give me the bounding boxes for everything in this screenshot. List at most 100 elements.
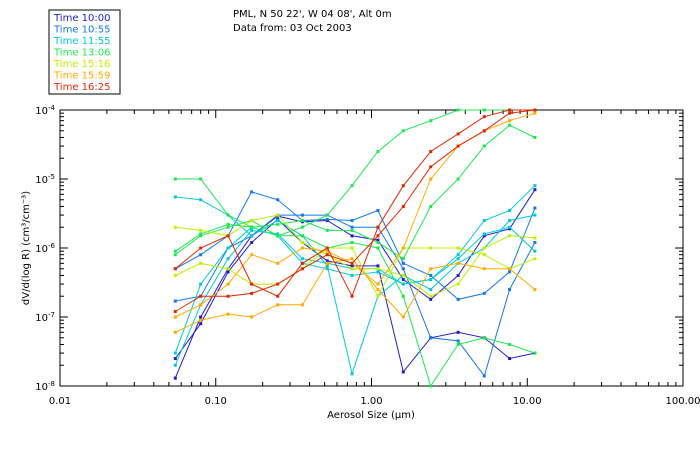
data-point	[325, 228, 329, 232]
data-point	[173, 225, 177, 229]
data-point	[325, 253, 329, 257]
data-point	[325, 267, 329, 271]
data-point	[533, 108, 537, 112]
data-point	[226, 282, 230, 286]
data-point	[250, 234, 254, 238]
data-point	[401, 294, 405, 298]
data-point	[376, 288, 380, 292]
data-point	[401, 257, 405, 261]
data-point	[350, 372, 354, 376]
data-point	[401, 129, 405, 133]
series-group	[173, 108, 537, 388]
data-point	[429, 336, 433, 340]
data-point	[226, 222, 230, 226]
data-point	[508, 123, 512, 127]
data-point	[350, 257, 354, 261]
data-point	[300, 246, 304, 250]
data-point	[173, 376, 177, 380]
data-point	[226, 312, 230, 316]
data-point	[456, 282, 460, 286]
data-point	[456, 297, 460, 301]
data-point	[250, 190, 254, 194]
data-point	[226, 257, 230, 261]
data-point	[300, 234, 304, 238]
data-point	[173, 267, 177, 271]
data-point	[508, 108, 512, 112]
legend-entry: Time 11:55	[53, 36, 110, 47]
data-point	[173, 253, 177, 257]
data-point	[199, 234, 203, 238]
data-point	[300, 219, 304, 223]
legend-entry: Time 15:59	[53, 71, 110, 82]
data-point	[325, 261, 329, 265]
data-point	[482, 115, 486, 119]
y-tick-label: 10-4	[35, 104, 55, 117]
data-point	[300, 267, 304, 271]
data-point	[376, 264, 380, 268]
y-tick-label: 10-5	[35, 173, 55, 186]
legend-entry: Time 15:16	[53, 59, 110, 70]
data-point	[429, 273, 433, 277]
data-point	[173, 177, 177, 181]
data-point	[250, 241, 254, 245]
data-point	[401, 267, 405, 271]
data-point	[401, 370, 405, 374]
data-point	[226, 246, 230, 250]
x-tick-label: 0.10	[205, 396, 227, 407]
data-point	[250, 315, 254, 319]
series-line-8	[175, 219, 536, 388]
data-point	[173, 299, 177, 303]
data-point	[173, 357, 177, 361]
data-point	[508, 225, 512, 229]
data-point	[376, 225, 380, 229]
data-point	[199, 228, 203, 232]
data-point	[350, 234, 354, 238]
data-point	[401, 184, 405, 188]
data-point	[508, 234, 512, 238]
data-point	[250, 291, 254, 295]
data-point	[199, 282, 203, 286]
data-point	[429, 177, 433, 181]
data-point	[325, 246, 329, 250]
y-tick-label: 10-7	[35, 311, 55, 324]
data-point	[300, 225, 304, 229]
data-point	[456, 261, 460, 265]
data-point	[250, 282, 254, 286]
data-point	[482, 336, 486, 340]
data-point	[482, 232, 486, 236]
x-tick-label: 1.00	[360, 396, 382, 407]
data-point	[482, 129, 486, 133]
data-point	[325, 259, 329, 263]
data-point	[401, 261, 405, 265]
data-point	[276, 294, 280, 298]
data-point	[508, 270, 512, 274]
series-line-15	[175, 109, 535, 312]
data-point	[508, 119, 512, 123]
data-point	[533, 241, 537, 245]
data-point	[456, 273, 460, 277]
data-point	[429, 150, 433, 154]
data-point	[300, 213, 304, 217]
data-point	[429, 288, 433, 292]
data-point	[401, 204, 405, 208]
data-point	[401, 273, 405, 277]
data-point	[401, 315, 405, 319]
data-point	[199, 232, 203, 236]
data-point	[533, 111, 537, 115]
data-point	[199, 253, 203, 257]
data-point	[482, 374, 486, 378]
data-point	[508, 357, 512, 361]
series-line-7	[175, 109, 535, 237]
data-point	[482, 219, 486, 223]
data-point	[456, 108, 460, 112]
axis-ticks: 0.01 0.10 1.00 10.00 100.00 10-8 10-7 10-6 10-5 1…	[35, 104, 700, 407]
y-axis-label: dV/d(log R) (cm³/cm⁻³)	[21, 191, 32, 305]
data-point	[376, 282, 380, 286]
data-point	[482, 267, 486, 271]
data-point	[376, 267, 380, 271]
data-point	[173, 273, 177, 277]
x-tick-label: 10.00	[513, 396, 542, 407]
y-tick-label: 10-8	[35, 380, 55, 393]
data-point	[173, 249, 177, 253]
